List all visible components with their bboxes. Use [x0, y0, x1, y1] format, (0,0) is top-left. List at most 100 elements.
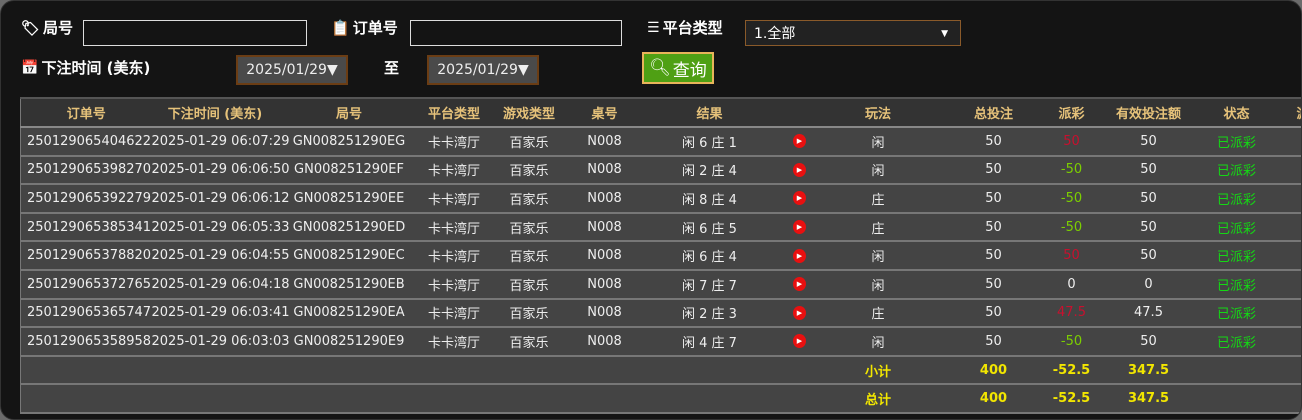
cell-game: 百家乐: [488, 127, 570, 157]
cell-game: [1268, 269, 1301, 300]
cell-round: GN008251290ED: [278, 212, 420, 243]
table-row[interactable]: 250129065372765 2025-01-29 06:04:18 GN0082…: [20, 269, 1301, 300]
caret-down-icon: ▼: [517, 62, 529, 78]
cell-result: 闲 4 庄 7: [639, 327, 780, 357]
cell-platform: 卡卡湾厅: [419, 327, 489, 357]
cell-platform: 卡卡湾厅: [419, 155, 489, 186]
cell: [1268, 384, 1301, 414]
cell-play: 闲: [819, 327, 937, 357]
time-filter-label: 📅 下注时间 (美东): [21, 59, 151, 77]
cell: [419, 384, 489, 414]
table-row[interactable]: 250129065404622 2025-01-29 06:07:29 GN0082…: [20, 127, 1301, 157]
cell: [779, 384, 820, 414]
query-button[interactable]: 🔍︎ 查询: [642, 52, 714, 84]
cell-round: GN008251290EE: [278, 184, 420, 214]
play-icon[interactable]: ▶: [793, 305, 806, 320]
clipboard-icon: 📋: [331, 18, 350, 37]
table-row[interactable]: 250129065398270 2025-01-29 06:06:50 GN0082…: [20, 155, 1301, 186]
cell-game: 百家乐: [488, 327, 570, 357]
cell-game: 百家乐: [488, 155, 570, 186]
cell-valid: 50: [1092, 241, 1205, 271]
play-icon[interactable]: ▶: [793, 134, 806, 149]
date-from-picker[interactable]: 2025/01/29 ▼: [236, 55, 348, 85]
replay-button[interactable]: ▶: [779, 269, 820, 300]
replay-button[interactable]: ▶: [779, 184, 820, 214]
play-icon[interactable]: ▶: [793, 191, 806, 206]
round-input[interactable]: [83, 20, 307, 46]
cell-order: 250129065398270: [20, 155, 152, 186]
cell-game: 百家乐: [488, 298, 570, 329]
cell-result: 闲 6 庄 4: [639, 241, 780, 271]
cell-status: 已派彩: [1204, 298, 1269, 329]
table-row[interactable]: 250129065392279 2025-01-29 06:06:12 GN0082…: [20, 184, 1301, 214]
platform-select[interactable]: 1.全部 ▼: [745, 20, 961, 46]
cell-payout: 50: [1050, 241, 1093, 271]
cell-payout: -50: [1050, 155, 1093, 186]
cell: [20, 384, 152, 414]
play-icon[interactable]: ▶: [793, 220, 806, 235]
cell-game: [1268, 241, 1301, 271]
table-row[interactable]: 250129065385341 2025-01-29 06:05:33 GN0082…: [20, 212, 1301, 243]
replay-button[interactable]: ▶: [779, 241, 820, 271]
cell-table: N008: [569, 212, 640, 243]
cell-order: 250129065372765: [20, 269, 152, 300]
cell-order: 250129065365747: [20, 298, 152, 329]
cell-time: 2025-01-29 06:05:33: [151, 212, 290, 243]
replay-button[interactable]: ▶: [779, 327, 820, 357]
table-header: 订单号 下注时间 (美东) 局号 平台类型 游戏类型 桌号 结果 玩法 总投注 派彩 有效投注额 状态…: [20, 97, 1301, 128]
replay-button[interactable]: ▶: [779, 298, 820, 329]
cell-status: 已派彩: [1204, 327, 1269, 357]
cell-game: 百家乐: [488, 212, 570, 243]
calendar-icon: 📅: [21, 59, 39, 76]
cell-game: [1268, 184, 1301, 214]
total-bet: 400: [936, 384, 1051, 414]
play-icon[interactable]: ▶: [793, 162, 806, 177]
column-header: 桌号: [569, 97, 640, 128]
cell-platform: 卡卡湾厅: [419, 241, 489, 271]
cell-result: 闲 2 庄 4: [639, 155, 780, 186]
platform-filter-label: ☰ 平台类型: [647, 19, 723, 37]
subtotal-valid: 347.5: [1092, 355, 1205, 386]
cell-valid: 50: [1092, 184, 1205, 214]
table-row[interactable]: 250129065358958 2025-01-29 06:03:03 GN0082…: [20, 327, 1301, 357]
cell-game: [1268, 327, 1301, 357]
table-row[interactable]: 250129065378820 2025-01-29 06:04:55 GN0082…: [20, 241, 1301, 271]
tag-icon: 🏷: [21, 18, 41, 37]
cell-status: 已派彩: [1204, 184, 1269, 214]
cell-order: 250129065378820: [20, 241, 152, 271]
column-header: 游戏类型: [488, 97, 570, 128]
cell-payout: 47.5: [1050, 298, 1093, 329]
cell-status: 已派彩: [1204, 127, 1269, 157]
column-header: 状态: [1204, 97, 1269, 128]
date-to-picker[interactable]: 2025/01/29 ▼: [427, 55, 539, 85]
column-header: 游戏: [1268, 97, 1301, 128]
cell-order: 250129065404622: [20, 127, 152, 157]
cell-play: 闲: [819, 241, 937, 271]
cell-game: 百家乐: [488, 269, 570, 300]
replay-button[interactable]: ▶: [779, 155, 820, 186]
cell: [20, 355, 152, 386]
column-header: 有效投注额: [1092, 97, 1205, 128]
cell-bet: 50: [936, 241, 1051, 271]
cell: [488, 384, 570, 414]
play-icon[interactable]: ▶: [793, 248, 806, 263]
cell-play: 庄: [819, 184, 937, 214]
to-label: 至: [384, 59, 400, 77]
cell-table: N008: [569, 155, 640, 186]
cell-game: 百家乐: [488, 241, 570, 271]
cell-time: 2025-01-29 06:03:03: [151, 327, 290, 357]
table-row[interactable]: 250129065365747 2025-01-29 06:03:41 GN0082…: [20, 298, 1301, 329]
cell-play: 闲: [819, 155, 937, 186]
cell-game: [1268, 212, 1301, 243]
cell-bet: 50: [936, 327, 1051, 357]
column-header: 玩法: [819, 97, 937, 128]
replay-button[interactable]: ▶: [779, 127, 820, 157]
replay-button[interactable]: ▶: [779, 212, 820, 243]
subtotal-payout: -52.5: [1050, 355, 1093, 386]
cell-valid: 50: [1092, 327, 1205, 357]
play-icon[interactable]: ▶: [793, 277, 806, 292]
order-input[interactable]: [410, 20, 622, 46]
cell-valid: 0: [1092, 269, 1205, 300]
cell-table: N008: [569, 127, 640, 157]
play-icon[interactable]: ▶: [793, 334, 806, 349]
